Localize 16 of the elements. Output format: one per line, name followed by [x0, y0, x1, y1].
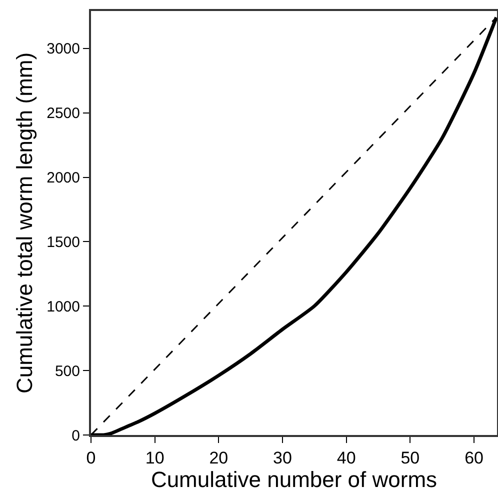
x-axis-title: Cumulative number of worms	[150, 467, 438, 492]
y-tick-label: 2500	[46, 105, 80, 122]
y-tick-label: 1000	[46, 298, 80, 316]
x-tick-label: 10	[145, 448, 164, 468]
x-tick-label: 40	[336, 448, 356, 468]
y-tick-label: 1500	[46, 234, 80, 251]
y-tick-label: 2000	[46, 170, 80, 186]
y-tick-label: 0	[72, 427, 80, 444]
y-tick-label: 3000	[46, 40, 80, 58]
x-tick-label: 30	[273, 448, 292, 468]
x-tick-label: 0	[86, 448, 96, 468]
y-axis-title: Cumulative total worm length (mm)	[12, 52, 37, 394]
y-tick-label: 500	[54, 362, 80, 380]
x-tick-label: 50	[400, 448, 420, 468]
x-tick-label: 20	[209, 448, 228, 468]
x-tick-label: 60	[464, 448, 484, 468]
